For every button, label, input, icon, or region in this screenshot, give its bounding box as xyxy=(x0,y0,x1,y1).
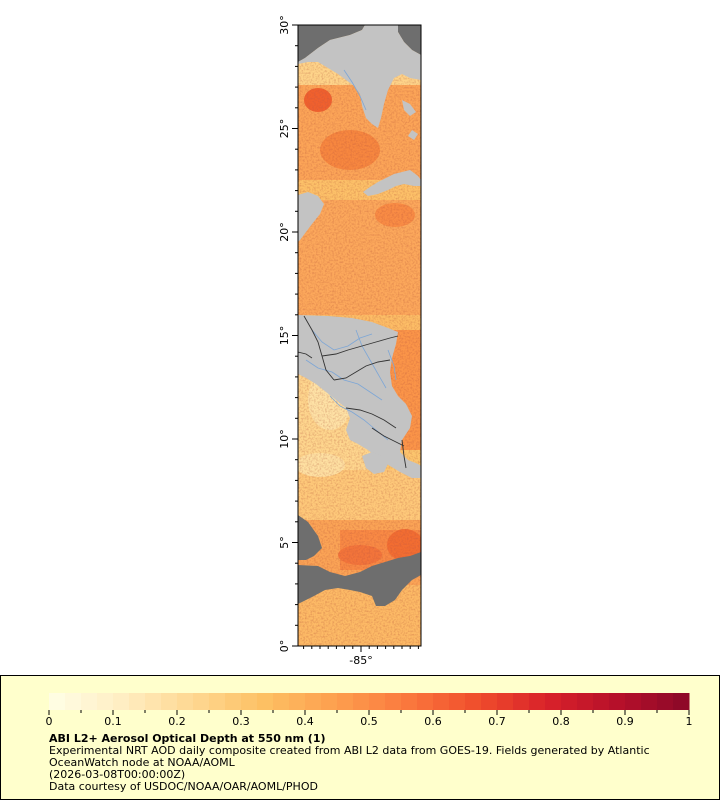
colorbar-tick-label: 0.6 xyxy=(424,715,442,728)
lat-tick-label: 30° xyxy=(278,15,291,35)
colorbar-swatch xyxy=(129,693,146,710)
legend-title: ABI L2+ Aerosol Optical Depth at 550 nm … xyxy=(49,732,326,745)
colorbar-swatch xyxy=(161,693,178,710)
colorbar-ticks: 0 0.1 0.2 0.3 0.4 0.5 0.6 0.7 0.8 0.9 1 xyxy=(46,710,693,728)
colorbar-swatch xyxy=(113,693,130,710)
land-cuba xyxy=(363,170,421,196)
colorbar-swatch xyxy=(657,693,674,710)
map-figure: 0° 5° 10° 15° 20° 25° 30° -85° xyxy=(278,15,422,667)
colorbar-swatch xyxy=(513,693,530,710)
colorbar-swatch xyxy=(289,693,306,710)
colorbar-swatch xyxy=(145,693,162,710)
colorbar-swatch xyxy=(385,693,402,710)
colorbar-swatch xyxy=(225,693,242,710)
no-data-south xyxy=(298,552,421,606)
colorbar-swatch xyxy=(529,693,546,710)
colorbar-swatch xyxy=(577,693,594,710)
colorbar-swatch xyxy=(641,693,658,710)
legend-credit: Data courtesy of USDOC/NOAA/OAR/AOML/PHO… xyxy=(49,780,318,793)
no-data-north xyxy=(298,25,365,62)
colorbar-swatch xyxy=(337,693,354,710)
colorbar-swatch xyxy=(561,693,578,710)
lat-tick-label: 20° xyxy=(278,222,291,242)
colorbar-swatch xyxy=(305,693,322,710)
colorbar-swatch xyxy=(673,693,690,710)
lat-tick-label: 15° xyxy=(278,326,291,346)
colorbar-swatch xyxy=(481,693,498,710)
colorbar-swatch xyxy=(273,693,290,710)
colorbar-swatch xyxy=(449,693,466,710)
colorbar-tick-label: 0.2 xyxy=(168,715,186,728)
colorbar-tick-label: 0.8 xyxy=(552,715,570,728)
land-florida xyxy=(298,25,421,128)
colorbar-swatch xyxy=(321,693,338,710)
colorbar-swatch xyxy=(241,693,258,710)
colorbar-swatch xyxy=(497,693,514,710)
map-axis-ticks: 0° 5° 10° 15° 20° 25° 30° -85° xyxy=(278,15,419,667)
legend-panel: 0 0.1 0.2 0.3 0.4 0.5 0.6 0.7 0.8 0.9 1 ABI L2+ Ae… xyxy=(0,675,720,800)
colorbar-swatch xyxy=(81,693,98,710)
colorbar-tick-label: 0.7 xyxy=(488,715,506,728)
colorbar-swatch xyxy=(97,693,114,710)
lat-tick-label: 10° xyxy=(278,429,291,449)
colorbar-swatch xyxy=(609,693,626,710)
colorbar-swatch xyxy=(353,693,370,710)
lon-tick-label: -85° xyxy=(349,654,372,667)
colorbar-tick-label: 0.9 xyxy=(616,715,634,728)
no-data-areas xyxy=(298,25,421,606)
land-yucatan xyxy=(298,192,324,242)
lat-tick-label: 25° xyxy=(278,119,291,139)
colorbar-swatch xyxy=(593,693,610,710)
colorbar-tick-label: 0.5 xyxy=(360,715,378,728)
colorbar-swatch xyxy=(369,693,386,710)
legend-timestamp: (2026-03-08T00:00:00Z) xyxy=(49,768,186,781)
colorbar-swatch xyxy=(417,693,434,710)
colorbar-tick-label: 0 xyxy=(46,715,53,728)
colorbar-swatch xyxy=(193,693,210,710)
colorbar-swatch xyxy=(625,693,642,710)
colorbar-tick-label: 0.4 xyxy=(296,715,314,728)
colorbar-swatch xyxy=(177,693,194,710)
colorbar-swatch xyxy=(465,693,482,710)
lat-tick-label: 0° xyxy=(278,640,291,653)
colorbar-tick-label: 0.1 xyxy=(104,715,122,728)
colorbar: 0 0.1 0.2 0.3 0.4 0.5 0.6 0.7 0.8 0.9 1 xyxy=(46,693,693,728)
colorbar-swatch xyxy=(545,693,562,710)
country-borders xyxy=(298,315,407,469)
colorbar-tick-label: 1 xyxy=(686,715,693,728)
colorbar-swatch xyxy=(401,693,418,710)
land-bahamas xyxy=(402,100,418,140)
colorbar-swatches xyxy=(49,693,690,710)
no-data-north-east xyxy=(398,25,421,55)
colorbar-swatch xyxy=(49,693,66,710)
colorbar-swatch xyxy=(433,693,450,710)
no-data-southwest xyxy=(298,515,322,560)
colorbar-swatch xyxy=(209,693,226,710)
colorbar-tick-label: 0.3 xyxy=(232,715,250,728)
land-south-coast xyxy=(362,452,388,474)
legend-description: Experimental NRT AOD daily composite cre… xyxy=(49,744,650,769)
colorbar-swatch xyxy=(65,693,82,710)
colorbar-swatch xyxy=(257,693,274,710)
lat-tick-label: 5° xyxy=(278,536,291,549)
